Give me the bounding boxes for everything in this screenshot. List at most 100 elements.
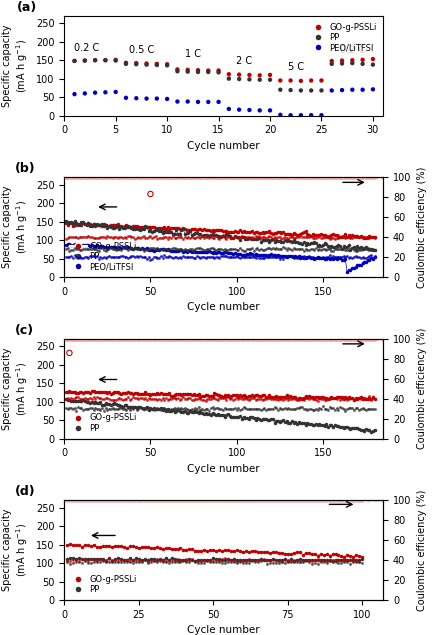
Point	[349, 84, 356, 95]
Point	[112, 55, 119, 65]
Point	[174, 97, 181, 107]
Point	[246, 70, 253, 80]
Point	[163, 59, 171, 69]
Point	[277, 76, 284, 86]
Point	[369, 84, 377, 95]
Point	[112, 55, 119, 65]
Point	[143, 60, 150, 70]
Point	[71, 56, 78, 66]
Legend: GO-g-PSSLi, PP: GO-g-PSSLi, PP	[68, 412, 138, 434]
Point	[287, 85, 294, 95]
Y-axis label: Specific capacity
(mA h g$^{-1}$): Specific capacity (mA h g$^{-1}$)	[2, 186, 30, 269]
Point	[318, 76, 325, 86]
Point	[328, 59, 335, 69]
Text: (b): (b)	[15, 163, 35, 175]
Point	[225, 74, 233, 84]
Point	[81, 55, 88, 65]
Point	[267, 105, 274, 116]
Point	[81, 88, 88, 98]
Point	[194, 67, 202, 77]
Point	[122, 93, 129, 103]
Point	[102, 55, 109, 65]
Legend: GO-g-PSSLi, PP: GO-g-PSSLi, PP	[68, 573, 138, 596]
Point	[205, 97, 212, 107]
Point	[215, 97, 222, 107]
Point	[112, 87, 119, 97]
Point	[194, 65, 202, 75]
Point	[297, 110, 304, 120]
Point	[359, 59, 366, 69]
Text: 0.2 C: 0.2 C	[74, 43, 100, 53]
Point	[225, 104, 233, 114]
Y-axis label: Specific capacity
(mA h g$^{-1}$): Specific capacity (mA h g$^{-1}$)	[2, 509, 30, 591]
Text: (a): (a)	[16, 1, 37, 14]
Point	[184, 67, 191, 77]
X-axis label: Cycle number: Cycle number	[187, 464, 260, 474]
Point	[205, 67, 212, 77]
Legend: GO-g-PSSLi, PP, PEO/LiTFSI: GO-g-PSSLi, PP, PEO/LiTFSI	[68, 240, 138, 273]
Point	[133, 93, 140, 104]
Point	[71, 89, 78, 99]
Point	[66, 348, 73, 358]
Point	[287, 76, 294, 86]
Point	[174, 64, 181, 74]
Point	[71, 56, 78, 66]
Point	[338, 58, 346, 69]
Point	[338, 55, 346, 65]
Point	[102, 55, 109, 65]
Point	[297, 85, 304, 95]
Y-axis label: Specific capacity
(mA h g$^{-1}$): Specific capacity (mA h g$^{-1}$)	[2, 25, 30, 107]
Point	[184, 97, 191, 107]
Point	[194, 97, 202, 107]
Point	[267, 75, 274, 85]
Point	[318, 110, 325, 120]
Point	[338, 85, 346, 95]
Point	[174, 66, 181, 76]
X-axis label: Cycle number: Cycle number	[187, 302, 260, 312]
Text: (c): (c)	[15, 324, 34, 337]
Point	[92, 55, 99, 65]
Point	[236, 74, 243, 84]
Point	[277, 110, 284, 120]
Point	[307, 110, 315, 120]
Point	[102, 87, 109, 97]
X-axis label: Cycle number: Cycle number	[187, 141, 260, 151]
Y-axis label: Specific capacity
(mA h g$^{-1}$): Specific capacity (mA h g$^{-1}$)	[2, 347, 30, 430]
Point	[143, 93, 150, 104]
Point	[328, 85, 335, 95]
Point	[225, 69, 233, 79]
Point	[246, 74, 253, 84]
Point	[359, 55, 366, 65]
Point	[133, 58, 140, 68]
Point	[369, 54, 377, 64]
Point	[205, 65, 212, 76]
Point	[287, 110, 294, 120]
Text: 2 C: 2 C	[236, 56, 253, 65]
Point	[349, 55, 356, 65]
Point	[163, 60, 171, 70]
Point	[122, 59, 129, 69]
Point	[328, 56, 335, 66]
Point	[256, 75, 263, 85]
X-axis label: Cycle number: Cycle number	[187, 625, 260, 635]
Legend: GO-g-PSSLi, PP, PEO/LiTFSI: GO-g-PSSLi, PP, PEO/LiTFSI	[307, 20, 379, 55]
Y-axis label: Coulombic efficiency (%): Coulombic efficiency (%)	[417, 328, 427, 450]
Point	[318, 85, 325, 95]
Point	[297, 76, 304, 86]
Point	[349, 58, 356, 68]
Point	[256, 70, 263, 81]
Text: 0.5 C: 0.5 C	[129, 45, 154, 55]
Text: (d): (d)	[15, 485, 35, 498]
Point	[122, 58, 129, 68]
Point	[143, 58, 150, 69]
Point	[267, 70, 274, 80]
Y-axis label: Coulombic efficiency (%): Coulombic efficiency (%)	[417, 166, 427, 288]
Text: 1 C: 1 C	[185, 50, 201, 60]
Point	[153, 93, 160, 104]
Text: 0.2 C: 0.2 C	[340, 45, 365, 55]
Point	[277, 84, 284, 95]
Point	[359, 84, 366, 95]
Point	[81, 55, 88, 65]
Point	[246, 105, 253, 115]
Point	[236, 105, 243, 115]
